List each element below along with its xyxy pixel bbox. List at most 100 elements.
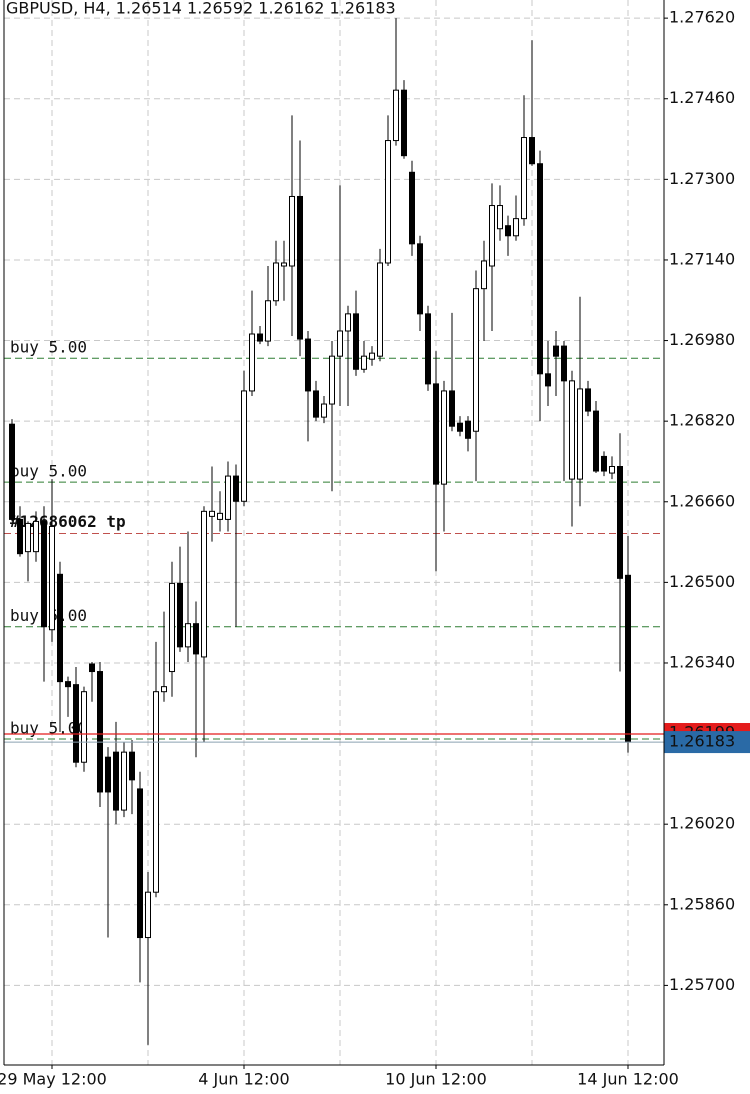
candle-body (273, 262, 279, 302)
candle-body (345, 313, 351, 332)
candle-body (361, 355, 367, 370)
candle-body (409, 171, 415, 245)
candle-body (57, 573, 63, 683)
candle-body (281, 262, 287, 267)
candle-body (505, 225, 511, 237)
order-label: buy 5.00 (10, 338, 87, 357)
candle-body (233, 475, 239, 502)
candle-body (465, 420, 471, 439)
candle-body (609, 466, 615, 474)
y-tick-label: 1.25860 (669, 894, 735, 913)
chart-title: GBPUSD, H4, 1.26514 1.26592 1.26162 1.26… (6, 0, 396, 18)
candle-body (497, 205, 503, 230)
y-tick-label: 1.26820 (669, 411, 735, 430)
candle-body (49, 525, 55, 631)
y-tick-label: 1.27140 (669, 249, 735, 268)
candle-body (537, 163, 543, 375)
y-tick-label: 1.26660 (669, 491, 735, 510)
candle-body (441, 390, 447, 485)
candle-body (65, 681, 71, 688)
candle-body (209, 510, 215, 517)
candle-body (201, 510, 207, 658)
candle-body (161, 686, 167, 693)
candle-body (305, 338, 311, 392)
candle-body (313, 390, 319, 418)
candle-body (137, 788, 143, 939)
y-tick-label: 1.26020 (669, 814, 735, 833)
order-label: buy 5.00 (10, 606, 87, 625)
candle-body (385, 140, 391, 264)
bid-label-box (664, 731, 750, 754)
candle-body (393, 89, 399, 142)
candle-body (17, 518, 23, 555)
candle-body (321, 403, 327, 418)
candle-body (513, 218, 519, 237)
candle-body (401, 89, 407, 157)
candle-body (529, 137, 535, 165)
y-tick-label: 1.26500 (669, 572, 735, 591)
y-tick-label: 1.27300 (669, 169, 735, 188)
candle-body (297, 195, 303, 340)
y-tick-label: 1.25700 (669, 975, 735, 994)
candle-body (121, 751, 127, 811)
candle-body (73, 684, 79, 763)
x-tick-label: 29 May 12:00 (0, 1070, 107, 1089)
candle-body (585, 388, 591, 412)
candle-body (545, 373, 551, 387)
y-tick-label: 1.27460 (669, 88, 735, 107)
candle-body (225, 475, 231, 520)
candle-body (169, 582, 175, 673)
candle-body (145, 891, 151, 939)
candle-body (25, 522, 31, 553)
candle-body (561, 345, 567, 382)
candle-body (193, 623, 199, 655)
candle-body (569, 380, 575, 480)
candle-body (553, 345, 559, 357)
candle-body (177, 582, 183, 648)
order-label: buy 5.00 (10, 719, 87, 738)
candle-body (129, 751, 135, 781)
candle-body (449, 390, 455, 427)
candle-body (617, 466, 623, 579)
candle-body (249, 333, 255, 392)
candle-body (289, 195, 295, 267)
candle-body (417, 243, 423, 315)
candle-body (33, 520, 39, 553)
candle-body (457, 422, 463, 432)
candle-body (89, 663, 95, 673)
candle-body (369, 352, 375, 360)
x-tick-label: 4 Jun 12:00 (198, 1070, 289, 1089)
y-tick-label: 1.26340 (669, 652, 735, 671)
candle-body (9, 423, 15, 520)
bid-label: 1.26183 (669, 732, 735, 751)
candle-body (105, 756, 111, 793)
candle-body (577, 388, 583, 480)
candle-body (601, 455, 607, 472)
candle-body (625, 574, 631, 743)
candle-body (113, 751, 119, 811)
candle-body (433, 383, 439, 485)
candle-body (81, 691, 87, 763)
candle-body (329, 355, 335, 405)
candle-body (521, 137, 527, 220)
candle-body (593, 410, 599, 472)
candle-body (185, 623, 191, 648)
candle-body (41, 520, 47, 628)
y-tick-label: 1.26980 (669, 330, 735, 349)
x-tick-label: 14 Jun 12:00 (577, 1070, 679, 1089)
candle-body (473, 288, 479, 432)
candle-body (425, 313, 431, 385)
candle-body (481, 260, 487, 290)
candle-body (265, 300, 271, 342)
x-tick-label: 10 Jun 12:00 (385, 1070, 487, 1089)
candle-body (241, 390, 247, 502)
candle-body (489, 205, 495, 267)
candle-body (353, 313, 359, 370)
candle-body (377, 262, 383, 357)
y-tick-label: 1.27620 (669, 8, 735, 27)
candle-body (257, 333, 263, 342)
candle-body (337, 330, 343, 357)
